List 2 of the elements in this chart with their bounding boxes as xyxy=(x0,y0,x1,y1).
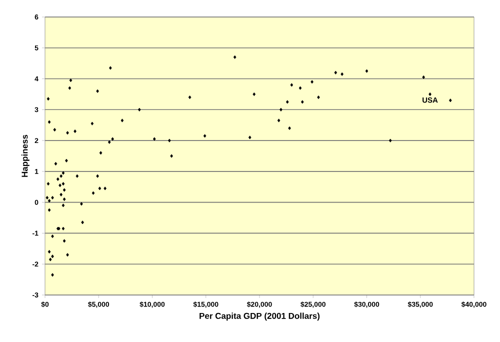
y-axis-title: Happiness xyxy=(21,134,30,177)
x-axis-title: Per Capita GDP (2001 Dollars) xyxy=(200,312,320,321)
